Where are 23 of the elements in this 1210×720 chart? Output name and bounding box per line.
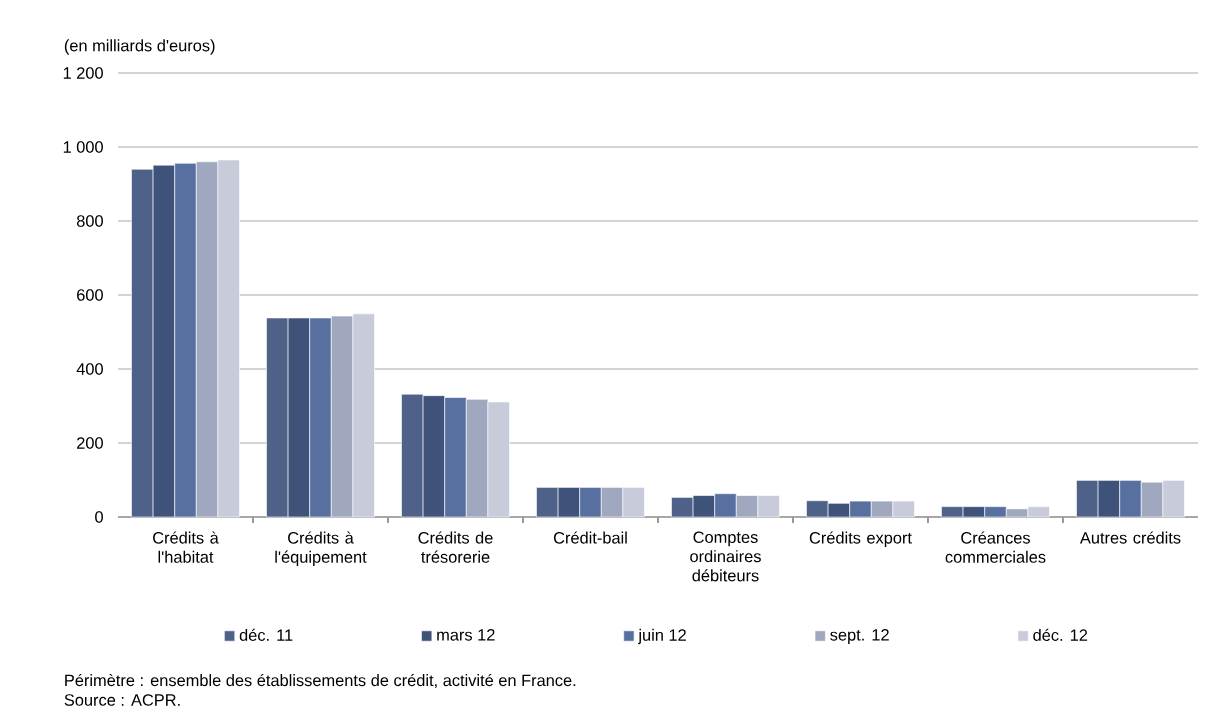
y-tick-label: 0 bbox=[95, 511, 103, 523]
legend-label: déc. 11 bbox=[239, 628, 293, 641]
legend-label: mars 12 bbox=[437, 629, 495, 641]
x-tick-label: Crédit-bail bbox=[553, 531, 627, 544]
y-tick-label: 400 bbox=[76, 363, 103, 375]
y-tick-label: 800 bbox=[76, 215, 103, 227]
x-tick-label: Crédits export bbox=[809, 531, 912, 547]
source-note: Source : ACPR. bbox=[64, 694, 180, 706]
y-tick-label: 600 bbox=[77, 289, 103, 301]
legend-label: déc. 12 bbox=[1033, 628, 1088, 641]
x-tick-label: Autres crédits bbox=[1079, 531, 1181, 544]
x-tick-label: Comptes ordinaires débiteurs bbox=[690, 531, 761, 582]
y-tick-label: 1 200 bbox=[63, 67, 103, 79]
y-axis-title: (en milliards d'euros) bbox=[64, 39, 215, 55]
x-tick-label: Crédits à l'équipement bbox=[275, 531, 367, 567]
x-tick-label: Créances commerciales bbox=[945, 531, 1046, 563]
x-tick-label: Crédits de trésorerie bbox=[418, 531, 493, 563]
legend-label: sept. 12 bbox=[830, 629, 889, 644]
legend-label: juin 12 bbox=[638, 628, 686, 645]
y-tick-label: 1 000 bbox=[63, 141, 103, 153]
text: Périmètre : ensemble des établissements de crédit, activité en France. bbox=[65, 673, 576, 689]
x-tick-label: Crédits à l'habitat bbox=[153, 531, 219, 563]
y-tick-label: 200 bbox=[77, 437, 103, 449]
